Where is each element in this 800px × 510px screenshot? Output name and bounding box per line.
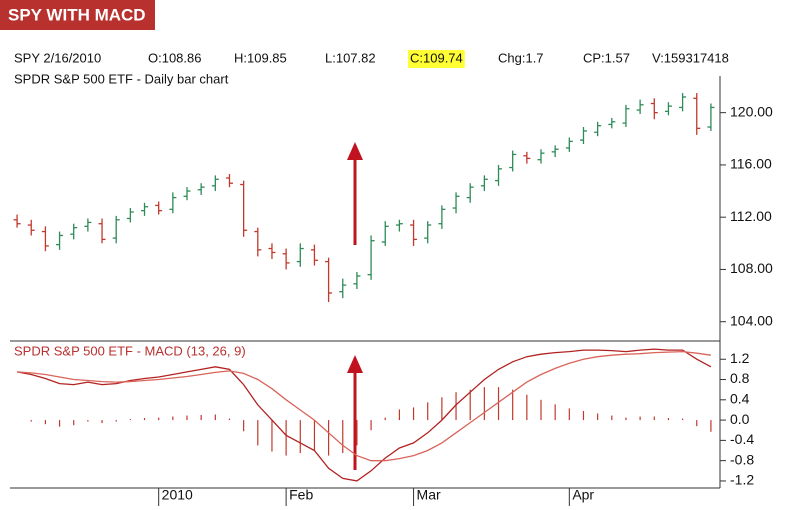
y-tick-label: 108.00 bbox=[730, 260, 773, 276]
y-tick-label: 1.2 bbox=[730, 350, 750, 366]
y-tick-label: -0.4 bbox=[730, 431, 754, 447]
highlight bbox=[408, 50, 465, 68]
macd-line bbox=[17, 350, 711, 462]
quote-item: C:109.74 bbox=[410, 50, 463, 65]
y-tick-label: -0.8 bbox=[730, 451, 754, 467]
y-tick-label: -1.2 bbox=[730, 472, 754, 488]
y-tick-label: 120.00 bbox=[730, 103, 773, 119]
y-tick-label: 104.00 bbox=[730, 312, 773, 328]
x-tick-label: Apr bbox=[572, 487, 594, 503]
quote-item: H:109.85 bbox=[234, 50, 287, 65]
quote-item: CP:1.57 bbox=[583, 50, 630, 65]
quote-item: O:108.86 bbox=[148, 50, 202, 65]
quote-item: SPY 2/16/2010 bbox=[14, 50, 101, 65]
quote-item: Chg:1.7 bbox=[498, 50, 544, 65]
panel-title: SPDR S&P 500 ETF - MACD (13, 26, 9) bbox=[14, 343, 246, 358]
arrow-head bbox=[347, 355, 363, 373]
y-tick-label: 0.0 bbox=[730, 411, 750, 427]
y-tick-label: 116.00 bbox=[730, 156, 772, 172]
y-tick-label: 0.4 bbox=[730, 391, 750, 407]
panel-title: SPDR S&P 500 ETF - Daily bar chart bbox=[14, 71, 229, 86]
x-tick-label: Feb bbox=[289, 487, 313, 503]
x-tick-label: Mar bbox=[417, 487, 441, 503]
y-tick-label: 112.00 bbox=[730, 208, 772, 224]
x-tick-label: 2010 bbox=[162, 487, 193, 503]
page-title: SPY WITH MACD bbox=[8, 5, 146, 24]
arrow-head bbox=[347, 142, 363, 160]
macd-line bbox=[16, 348, 712, 482]
quote-item: V:159317418 bbox=[652, 50, 729, 65]
title-box bbox=[0, 0, 155, 30]
y-tick-label: 0.8 bbox=[730, 370, 750, 386]
quote-item: L:107.82 bbox=[325, 50, 376, 65]
